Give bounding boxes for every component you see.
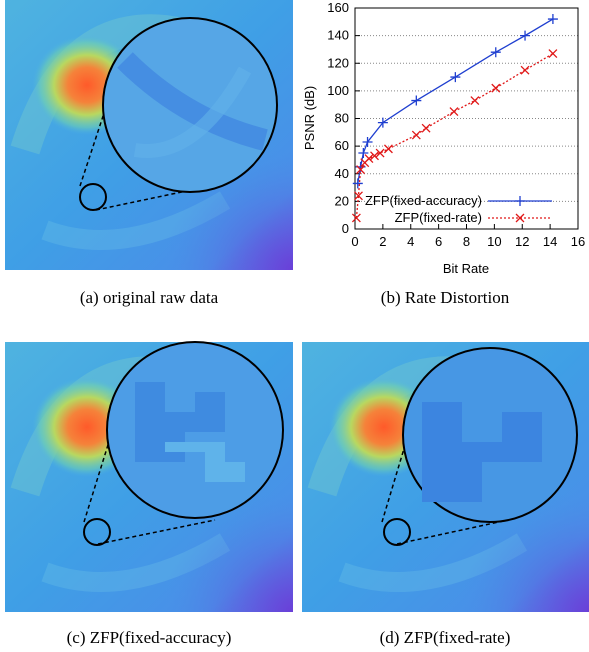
caption: (c) ZFP(fixed-accuracy) (67, 628, 232, 647)
point (356, 165, 366, 175)
legend-marker (515, 213, 525, 223)
x-tick-label: 2 (379, 234, 386, 249)
y-tick-label: 100 (327, 83, 349, 98)
point (520, 65, 530, 75)
x-tick-label: 16 (571, 234, 585, 249)
x-tick-label: 6 (435, 234, 442, 249)
point (351, 213, 361, 223)
point (362, 136, 373, 147)
x-tick-label: 8 (463, 234, 470, 249)
point (377, 117, 388, 128)
y-tick-label: 20 (335, 193, 349, 208)
legend-label: ZFP(fixed-rate) (395, 210, 482, 225)
y-tick-label: 60 (335, 138, 349, 153)
y-tick-label: 0 (342, 221, 349, 236)
y-axis-label: PSNR (dB) (302, 86, 317, 150)
point (490, 47, 501, 58)
y-tick-label: 40 (335, 166, 349, 181)
point (421, 123, 431, 133)
x-tick-label: 0 (351, 234, 358, 249)
x-tick-label: 4 (407, 234, 414, 249)
point (352, 178, 363, 189)
legend-label: ZFP(fixed-accuracy) (365, 193, 482, 208)
point (370, 151, 379, 161)
point (449, 107, 459, 117)
point (383, 144, 393, 154)
point (364, 154, 374, 164)
accuracy-image (5, 342, 293, 612)
series-line (357, 18, 554, 184)
plot-frame (354, 7, 579, 230)
y-tick-label: 160 (327, 0, 349, 15)
y-tick-label: 120 (327, 55, 349, 70)
y-tick-label: 80 (335, 111, 349, 126)
caption: (a) original raw data (80, 288, 219, 307)
point (411, 130, 421, 140)
point (354, 191, 363, 201)
x-tick-label: 12 (515, 234, 529, 249)
point (520, 30, 531, 41)
point (548, 49, 558, 59)
point (470, 96, 480, 106)
point (547, 14, 558, 25)
y-tick-label: 140 (327, 28, 349, 43)
point (358, 148, 369, 159)
chart: Bit Rate PSNR (dB) 020406080100120140160… (302, 0, 585, 276)
x-tick-label: 10 (487, 234, 501, 249)
rate-image (302, 342, 589, 612)
caption: (b) Rate Distortion (381, 288, 510, 307)
x-tick-label: 14 (543, 234, 557, 249)
point (450, 72, 461, 83)
raw-image (5, 0, 293, 270)
x-axis-label: Bit Rate (443, 261, 489, 276)
point (491, 83, 501, 93)
caption: (d) ZFP(fixed-rate) (380, 628, 511, 647)
point (411, 95, 422, 106)
legend-marker (515, 196, 525, 206)
point (375, 148, 385, 158)
